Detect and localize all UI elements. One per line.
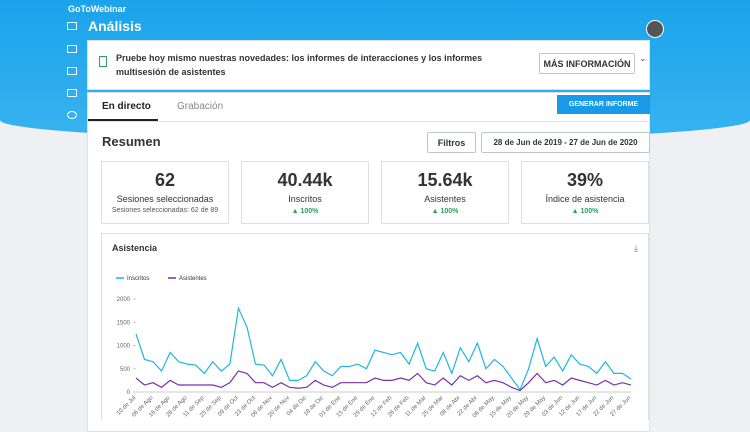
banner-text: Pruebe hoy mismo nuestras novedades: los… xyxy=(116,53,483,77)
trend-text: 100% xyxy=(300,208,319,215)
doc-icon xyxy=(99,56,107,67)
tab[interactable]: Grabación xyxy=(177,101,224,112)
stat-label: Asistentes xyxy=(424,194,466,204)
avatar[interactable] xyxy=(646,20,664,38)
stat-trend: ▲ 100% xyxy=(291,208,319,215)
y-tick-label: 1000 xyxy=(117,344,131,350)
y-tick-label: 0 xyxy=(127,390,131,396)
stat-trend: ▲ 100% xyxy=(431,208,459,215)
filter-button[interactable]: Filtros xyxy=(427,132,476,153)
stat-value: 15.64k xyxy=(417,170,473,190)
page-title: Análisis xyxy=(88,18,142,34)
y-tick-label: 2000 xyxy=(117,297,131,303)
tab-active[interactable]: En directo xyxy=(102,101,151,112)
nav-icon[interactable] xyxy=(67,45,77,53)
info-button[interactable]: MÁS INFORMACIÓN xyxy=(539,53,635,74)
trend-text: 100% xyxy=(580,208,599,215)
stat-value: 40.44k xyxy=(277,170,333,190)
stat-card: 15.64k Asistentes ▲ 100% xyxy=(381,161,509,224)
tab-divider xyxy=(88,121,649,122)
stat-card: 62 Sesiones seleccionadas Sesiones selec… xyxy=(101,161,229,224)
stat-trend: ▲ 100% xyxy=(571,208,599,215)
stat-value: 39% xyxy=(566,170,604,190)
nav-icon[interactable] xyxy=(67,89,77,97)
stat-card: 39% Índice de asistencia ▲ 100% xyxy=(521,161,649,224)
stat-sub: Sesiones seleccionadas: 62 de 89 xyxy=(111,207,219,214)
banner: Pruebe hoy mismo nuestras novedades: los… xyxy=(87,40,650,90)
stat-label: Sesiones seleccionadas xyxy=(116,194,214,204)
series-line xyxy=(135,370,632,392)
stat-value: 62 xyxy=(154,170,176,190)
legend-label: Asistentes xyxy=(179,276,207,282)
series-line xyxy=(135,306,632,391)
y-tick-label: 500 xyxy=(120,367,131,373)
chevron[interactable]: ⌄ xyxy=(639,53,647,63)
stat-label: Índice de asistencia xyxy=(545,194,625,204)
chart-card: Asistencia ⤓ 0 500 1000 1500 2000 10 de Jul 06… xyxy=(101,233,649,420)
summary-title: Resumen xyxy=(102,134,161,149)
stat-label: Inscritos xyxy=(288,194,322,204)
date-range-button[interactable]: 28 de Jun de 2019 - 27 de Jun de 2020 xyxy=(481,132,650,153)
legend-label: Inscritos xyxy=(127,276,149,282)
trend-text: 100% xyxy=(440,208,459,215)
nav-icon[interactable] xyxy=(67,67,77,75)
chart-title: Asistencia xyxy=(112,243,158,253)
brand: GoToWebinar xyxy=(68,4,127,14)
tab-underline xyxy=(88,119,158,121)
stat-card: 40.44k Inscritos ▲ 100% xyxy=(241,161,369,224)
y-tick-label: 1500 xyxy=(117,320,131,326)
nav-icon[interactable] xyxy=(67,111,77,119)
download-icon[interactable]: ⤓ xyxy=(634,243,638,253)
nav-icon[interactable] xyxy=(67,22,77,30)
generate-button[interactable]: GENERAR INFORME xyxy=(557,95,650,114)
